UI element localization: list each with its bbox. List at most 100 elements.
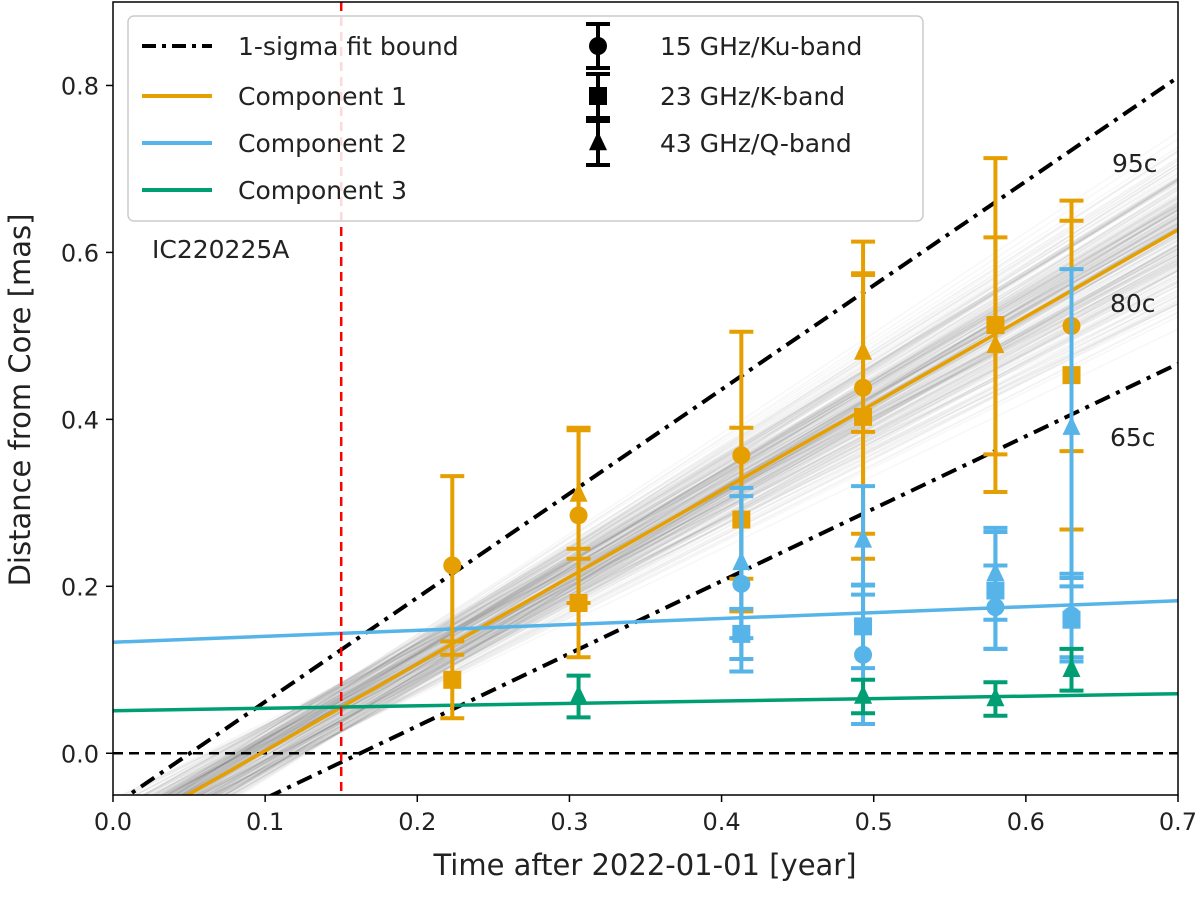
posterior-sample-line (199, 266, 1178, 795)
posterior-sample-line (171, 204, 1178, 795)
posterior-sample-line (180, 201, 1178, 795)
posterior-sample-line (203, 262, 1178, 795)
posterior-sample-line (180, 197, 1178, 795)
posterior-sample-line (142, 204, 1178, 795)
posterior-sample-line (175, 160, 1178, 795)
posterior-sample-line (183, 194, 1178, 795)
data-point-triangle (854, 684, 873, 704)
posterior-sample-line (207, 186, 1178, 795)
posterior-sample-line (206, 261, 1178, 795)
posterior-sample-line (224, 228, 1178, 795)
posterior-sample-line (215, 232, 1178, 795)
posterior-sample-line (188, 178, 1178, 795)
posterior-sample-line (183, 260, 1178, 795)
posterior-sample-line (159, 213, 1178, 795)
posterior-sample-line (140, 239, 1178, 795)
posterior-sample-line (182, 209, 1178, 795)
posterior-sample-line (211, 195, 1178, 795)
x-axis-label: Time after 2022-01-01 [year] (432, 848, 856, 882)
posterior-sample-line (162, 274, 1178, 795)
posterior-sample-line (159, 296, 1178, 795)
posterior-sample-line (207, 267, 1178, 795)
posterior-sample-line (153, 269, 1178, 795)
posterior-sample-line (197, 265, 1178, 795)
posterior-sample-line (168, 200, 1178, 795)
posterior-sample-line (222, 270, 1178, 795)
data-point-square (569, 594, 588, 613)
posterior-sample-line (200, 276, 1178, 795)
posterior-sample-line (149, 281, 1178, 795)
posterior-sample-line (155, 303, 1178, 795)
posterior-sample-line (204, 257, 1178, 795)
posterior-sample-line (180, 285, 1178, 795)
posterior-sample-line (179, 160, 1178, 795)
data-point-triangle (1062, 416, 1081, 435)
fit-line-component-1 (184, 228, 1178, 795)
data-point-triangle (986, 562, 1005, 581)
posterior-sample-line (222, 279, 1178, 795)
legend-marker-triangle-icon (589, 131, 607, 151)
posterior-sample-line (165, 247, 1178, 795)
posterior-sample-line (189, 178, 1178, 795)
posterior-sample-line (188, 174, 1178, 795)
posterior-sample-line (165, 262, 1178, 795)
data-point-triangle (854, 340, 873, 360)
speed-label-80c: 80c (1110, 289, 1156, 318)
posterior-sample-line (174, 179, 1178, 795)
posterior-sample-line (200, 269, 1178, 795)
posterior-sample-line (161, 163, 1178, 795)
posterior-sample-line (151, 210, 1178, 795)
data-point-triangle (986, 334, 1005, 354)
legend-bound-label: 1-sigma fit bound (238, 32, 459, 61)
x-tick-label: 0.4 (702, 808, 740, 836)
posterior-sample-line (179, 197, 1178, 795)
posterior-sample-line (227, 184, 1178, 795)
posterior-sample-line (175, 203, 1178, 795)
y-tick-label: 0.0 (61, 740, 99, 768)
posterior-sample-line (212, 312, 1178, 795)
posterior-sample-line (208, 230, 1178, 795)
posterior-sample-line (184, 166, 1178, 795)
posterior-sample-line (228, 259, 1178, 795)
bound-line-1 (125, 75, 1178, 795)
posterior-sample-line (179, 149, 1178, 795)
posterior-sample-line (181, 205, 1178, 795)
posterior-sample-line (162, 307, 1178, 795)
posterior-sample-line (216, 289, 1178, 795)
posterior-sample-line (197, 243, 1178, 795)
legend-comp3-label: Component 3 (238, 176, 407, 205)
legend-band-ku-label: 15 GHz/Ku-band (660, 32, 862, 61)
posterior-sample-line (169, 201, 1178, 795)
posterior-sample-line (160, 172, 1178, 795)
data-point-square (1062, 610, 1081, 629)
event-label: IC220225A (152, 235, 289, 264)
posterior-sample-line (160, 199, 1178, 795)
posterior-sample-line (209, 311, 1178, 795)
posterior-sample-line (157, 179, 1178, 795)
posterior-sample-line (173, 177, 1178, 795)
posterior-sample-line (217, 294, 1178, 795)
posterior-sample-line (176, 196, 1178, 795)
posterior-sample-line (183, 193, 1178, 795)
y-tick-label: 0.2 (61, 573, 99, 601)
posterior-sample-line (164, 196, 1178, 795)
x-tick-label: 0.6 (1007, 808, 1045, 836)
posterior-sample-line (194, 233, 1178, 795)
posterior-sample-line (216, 264, 1178, 795)
posterior-sample-line (168, 172, 1178, 795)
posterior-sample-line (221, 232, 1178, 795)
y-axis-label: Distance from Core [mas] (3, 214, 37, 587)
posterior-sample-line (151, 209, 1178, 795)
posterior-sample-line (199, 273, 1178, 795)
posterior-sample-line (170, 188, 1178, 795)
legend-comp2-label: Component 2 (238, 129, 407, 158)
legend: 1-sigma fit bound Component 1 Component … (127, 15, 924, 222)
posterior-sample-line (181, 186, 1178, 795)
posterior-sample-line (179, 198, 1178, 795)
posterior-sample-line (164, 146, 1178, 795)
posterior-sample-line (141, 302, 1178, 795)
data-point-square (854, 617, 873, 636)
fit-line-component-2 (113, 599, 1178, 644)
posterior-sample-line (199, 289, 1178, 795)
